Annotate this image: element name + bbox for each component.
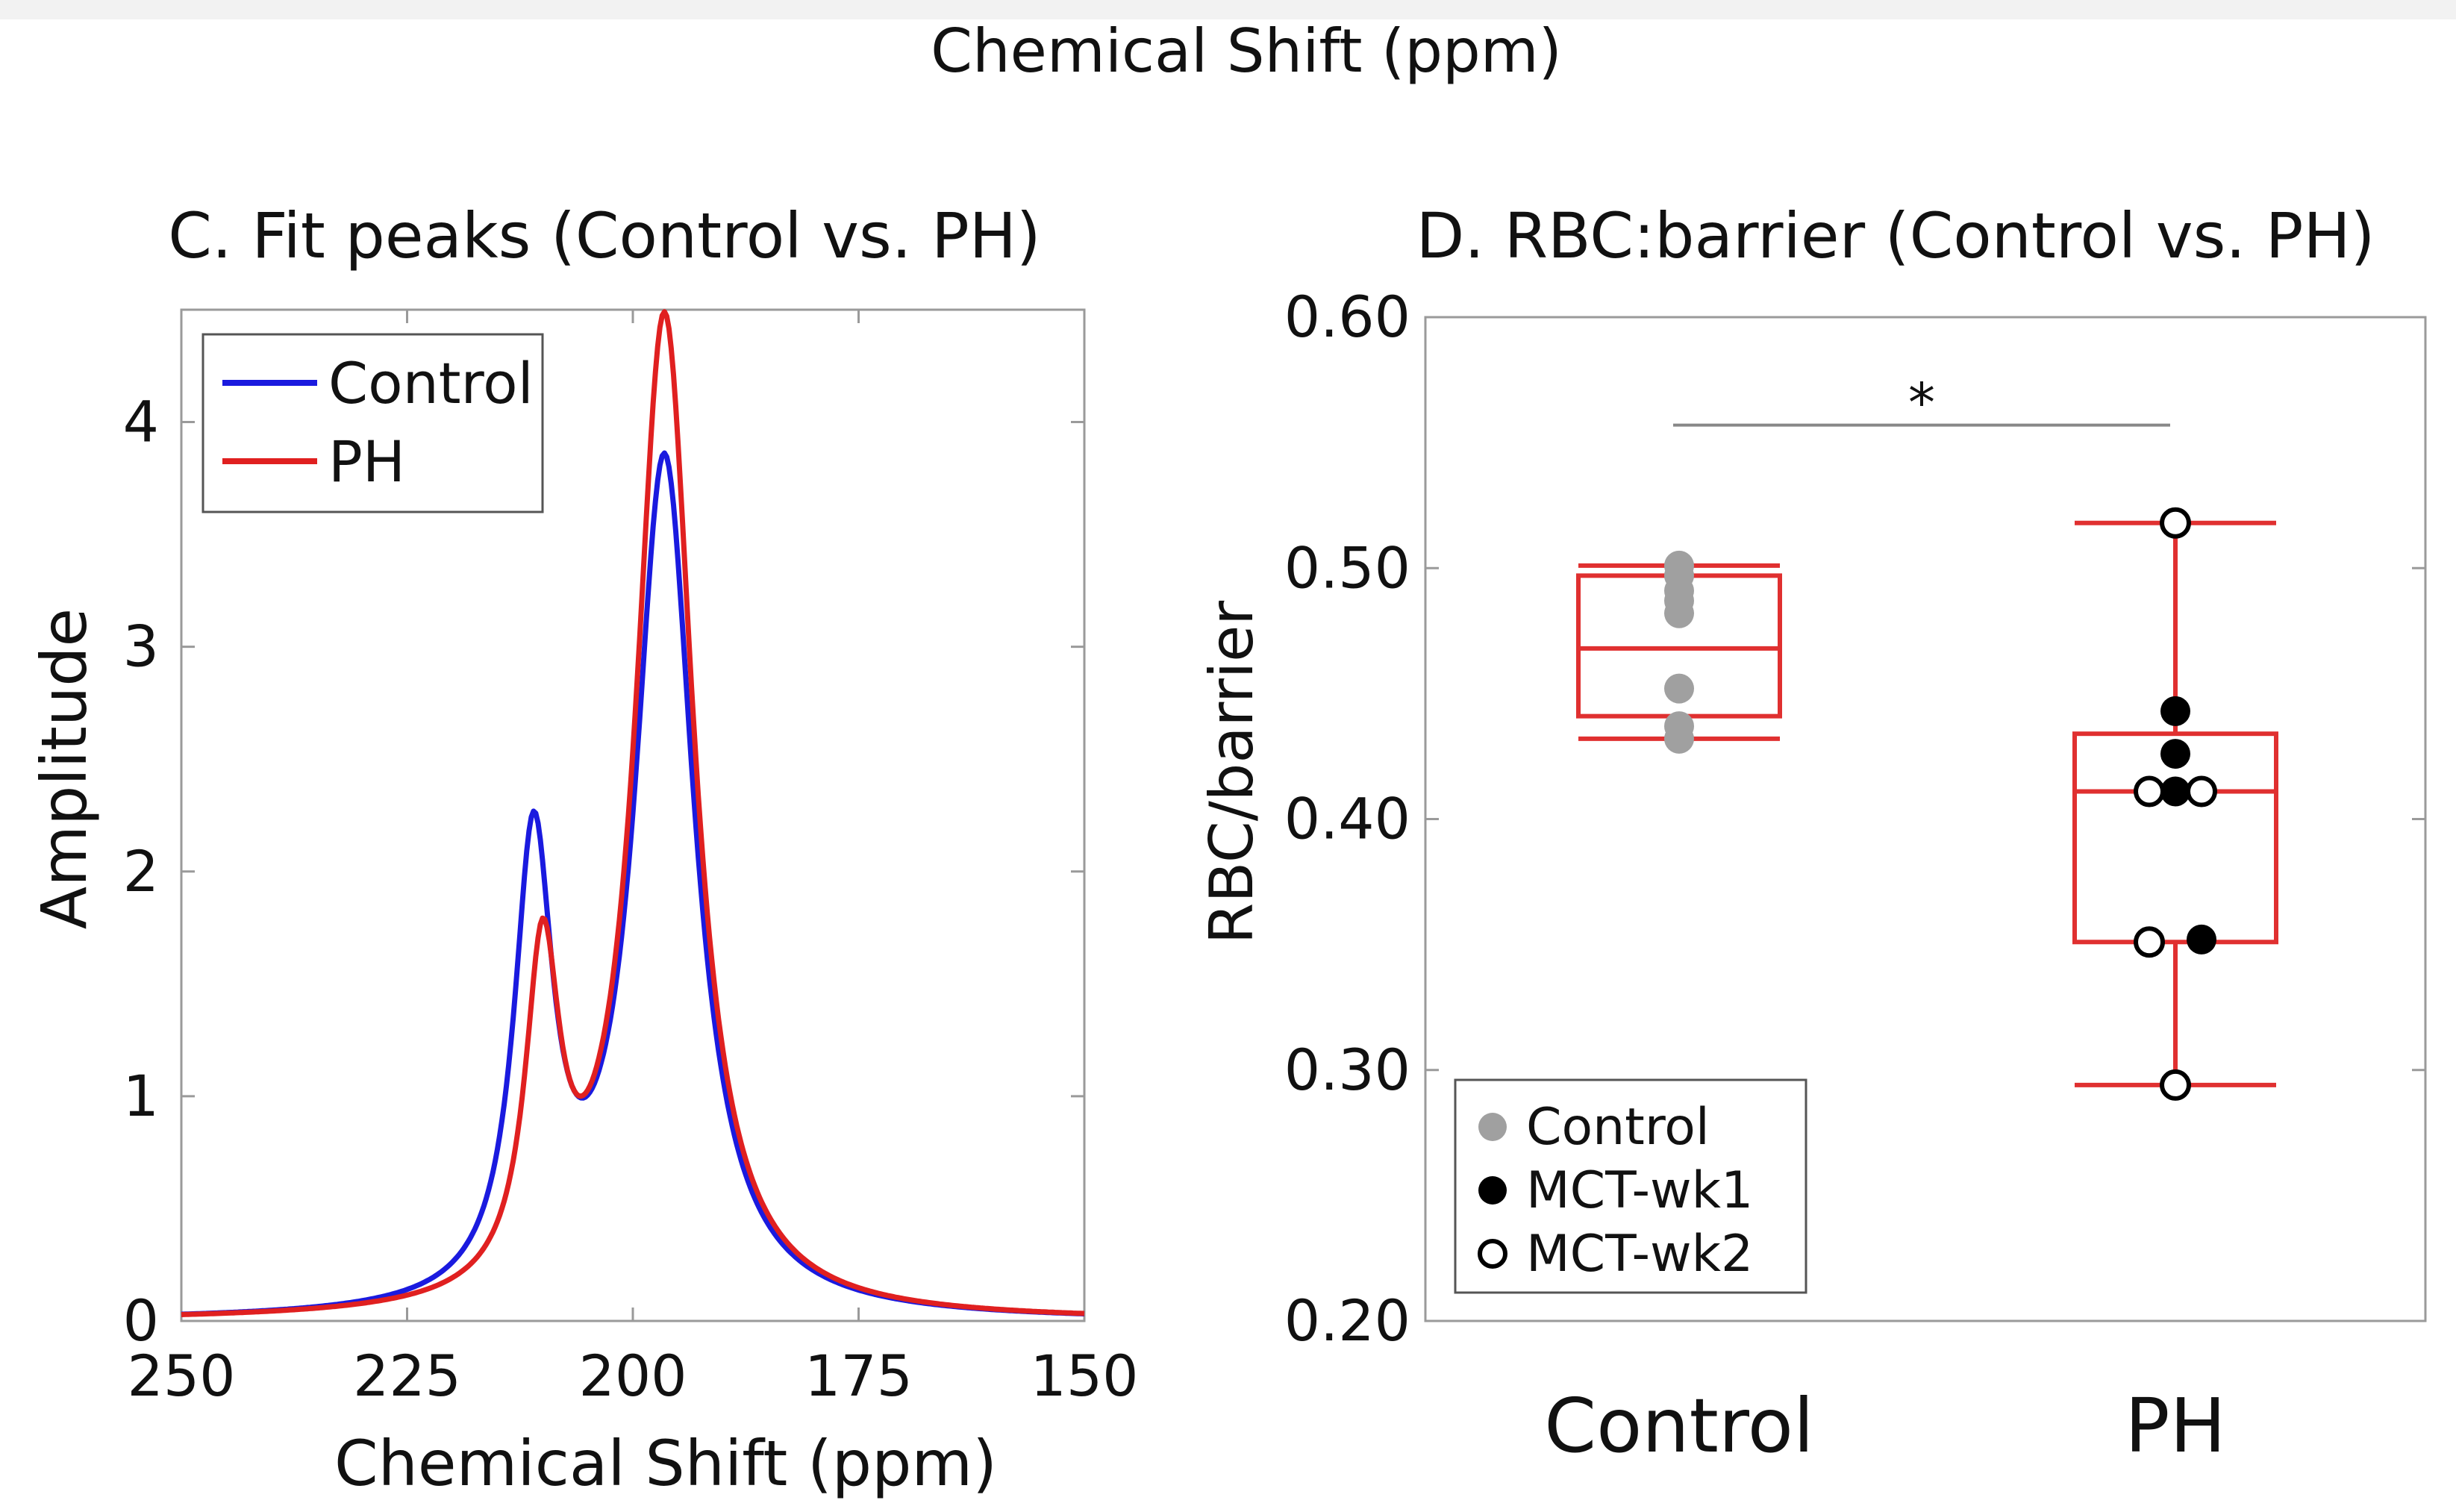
y-tick-label-0.50: 0.50 — [1284, 534, 1410, 601]
y-tick-label-3: 3 — [123, 613, 159, 680]
panel-d-significance: * — [1673, 372, 2170, 434]
legend-label-control: Control — [328, 350, 534, 416]
x-tick-label-200: 200 — [578, 1343, 687, 1409]
x-tick-label-175: 175 — [804, 1343, 913, 1409]
y-tick-label-0.40: 0.40 — [1284, 786, 1410, 852]
panel-c-xlabel: Chemical Shift (ppm) — [334, 1427, 997, 1500]
panel-d-ylabel: RBC/barrier — [1197, 601, 1266, 945]
significance-star: * — [1908, 372, 1935, 434]
point-control — [1664, 598, 1694, 628]
panel-c-legend-box — [201, 333, 544, 513]
legend-label-mct-wk2: MCT-wk2 — [1526, 1225, 1753, 1284]
legend-label-mct-wk1: MCT-wk1 — [1526, 1161, 1753, 1220]
point-mct-wk2 — [2160, 507, 2191, 539]
legend-marker-mct-wk2 — [1478, 1239, 1507, 1269]
y-tick-label-4: 4 — [123, 389, 159, 455]
panel-c-title: C. Fit peaks (Control vs. PH) — [168, 199, 1040, 272]
point-control — [1664, 673, 1694, 704]
point-mct-wk1 — [2160, 776, 2190, 807]
panel-d-points — [1664, 507, 2217, 1101]
y-tick-label-2: 2 — [123, 838, 159, 905]
x-tick-label-225: 225 — [353, 1343, 461, 1409]
top-caption: Chemical Shift (ppm) — [931, 16, 1562, 86]
y-tick-label-1: 1 — [123, 1063, 159, 1129]
box-iqr — [2072, 731, 2278, 945]
point-mct-wk2 — [2134, 775, 2165, 807]
series-line-control — [181, 450, 1085, 1317]
panel-c-fit-peaks: C. Fit peaks (Control vs. PH) 250 225 200 1… — [28, 199, 1139, 1500]
top-band — [0, 0, 2456, 19]
panel-d-rbc-barrier: D. RBC:barrier (Control vs. PH) 0.20 0.30… — [1197, 199, 2427, 1469]
category-label-control: Control — [1544, 1382, 1813, 1469]
legend-marker-control — [1478, 1113, 1507, 1141]
point-mct-wk2 — [2186, 775, 2217, 807]
series-line-ph — [181, 309, 1085, 1317]
panel-c-ylabel: Amplitude — [28, 608, 101, 929]
y-tick-label-0.20: 0.20 — [1284, 1287, 1410, 1354]
legend-label-control-group: Control — [1526, 1098, 1710, 1157]
panel-d-legend: Control MCT-wk1 MCT-wk2 — [1454, 1078, 1807, 1294]
point-control — [1664, 723, 1694, 754]
point-mct-wk1 — [2160, 739, 2190, 769]
legend-label-ph: PH — [328, 428, 405, 495]
x-tick-label-250: 250 — [127, 1343, 235, 1409]
y-tick-label-0.30: 0.30 — [1284, 1037, 1410, 1103]
y-tick-label-0: 0 — [123, 1287, 159, 1354]
x-tick-label-150: 150 — [1030, 1343, 1138, 1409]
panel-c-legend: Control PH — [201, 333, 544, 513]
category-label-ph: PH — [2125, 1382, 2226, 1469]
legend-marker-mct-wk1 — [1478, 1176, 1507, 1205]
point-mct-wk2 — [2160, 1069, 2191, 1101]
point-mct-wk1 — [2187, 924, 2216, 955]
panel-d-legend-box — [1454, 1078, 1807, 1294]
y-tick-label-0.60: 0.60 — [1284, 284, 1410, 350]
panel-d-ticks: 0.20 0.30 0.40 0.50 0.60 — [1284, 284, 2425, 1354]
point-mct-wk2 — [2134, 926, 2165, 958]
panel-c-series — [181, 309, 1085, 1317]
point-mct-wk1 — [2160, 696, 2190, 726]
panel-c-ticks: 250 225 200 175 150 0 1 2 3 4 — [123, 310, 1139, 1409]
panel-d-title: D. RBC:barrier (Control vs. PH) — [1416, 199, 2375, 272]
